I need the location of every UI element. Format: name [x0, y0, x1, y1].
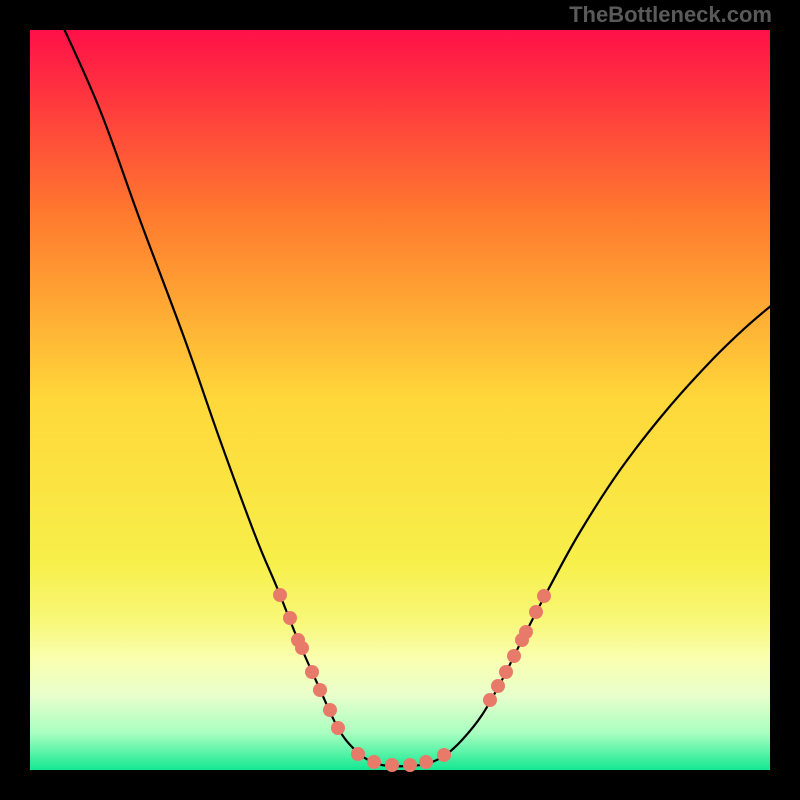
right-cluster-marker [491, 679, 505, 693]
valley-cluster-marker [403, 758, 417, 772]
bottleneck-curve [60, 20, 772, 766]
valley-cluster-marker [351, 747, 365, 761]
right-cluster-marker [483, 693, 497, 707]
left-cluster-marker [313, 683, 327, 697]
left-cluster-marker [273, 588, 287, 602]
watermark-text: TheBottleneck.com [569, 2, 772, 28]
right-cluster-marker [507, 649, 521, 663]
chart-frame: TheBottleneck.com [0, 0, 800, 800]
right-cluster-marker [499, 665, 513, 679]
valley-cluster-marker [385, 758, 399, 772]
left-cluster-marker [331, 721, 345, 735]
valley-cluster-marker [367, 755, 381, 769]
left-cluster-marker [295, 641, 309, 655]
left-cluster-marker [283, 611, 297, 625]
right-cluster-marker [529, 605, 543, 619]
valley-cluster-marker [437, 748, 451, 762]
right-cluster-marker [537, 589, 551, 603]
right-cluster-marker [519, 625, 533, 639]
left-cluster-marker [323, 703, 337, 717]
left-cluster-marker [305, 665, 319, 679]
chart-overlay [0, 0, 800, 800]
valley-cluster-marker [419, 755, 433, 769]
